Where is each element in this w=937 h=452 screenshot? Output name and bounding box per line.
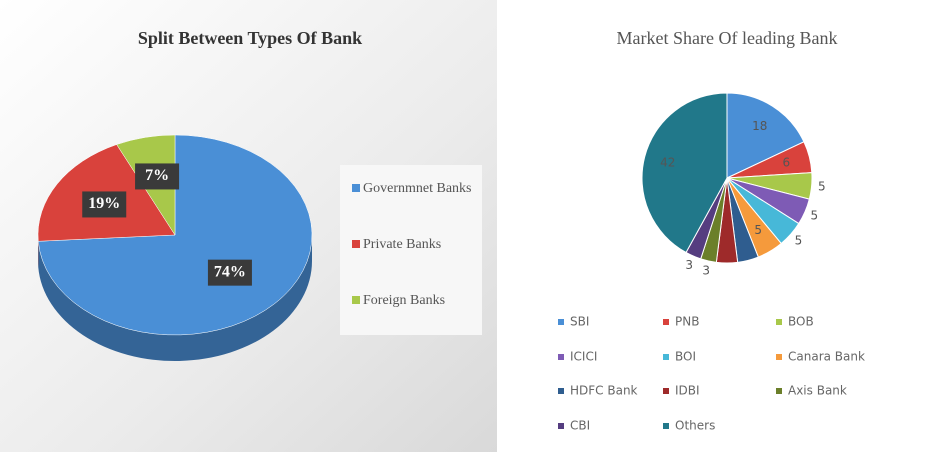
data-label: 5 bbox=[811, 208, 819, 222]
legend-label: SBI bbox=[570, 315, 589, 329]
legend-label: PNB bbox=[675, 315, 699, 329]
label-box bbox=[82, 191, 127, 218]
legend-swatch bbox=[776, 319, 782, 325]
legend-swatch bbox=[663, 388, 669, 394]
legend-item: Foreign Banks bbox=[363, 293, 446, 308]
legend-swatch bbox=[558, 354, 564, 360]
label-box bbox=[135, 163, 180, 190]
data-label: 6 bbox=[782, 155, 790, 169]
legend-swatch bbox=[663, 423, 669, 429]
legend-swatch bbox=[776, 388, 782, 394]
legend-item: Governmnet Banks bbox=[363, 181, 472, 196]
data-label: 42 bbox=[660, 155, 675, 169]
pie-side bbox=[38, 235, 313, 362]
legend-label: Foreign Banks bbox=[363, 293, 446, 308]
pie-slice bbox=[726, 92, 805, 179]
legend-swatch bbox=[558, 388, 564, 394]
pie-slice bbox=[641, 92, 728, 254]
legend-swatch bbox=[663, 354, 669, 360]
data-label: 5 bbox=[795, 233, 803, 247]
chart-title: Split Between Types Of Bank bbox=[138, 28, 362, 48]
legend-item: Private Banks bbox=[363, 237, 442, 252]
legend-swatch bbox=[352, 296, 360, 304]
data-label: 18 bbox=[752, 119, 767, 133]
data-label: 5 bbox=[818, 179, 826, 193]
data-label: 3 bbox=[702, 263, 710, 277]
legend-swatch bbox=[558, 319, 564, 325]
label-box bbox=[207, 259, 252, 286]
legend-label: Axis Bank bbox=[788, 384, 847, 398]
legend-swatch bbox=[352, 184, 360, 192]
legend-swatch bbox=[558, 423, 564, 429]
data-label: 74% bbox=[214, 263, 246, 280]
legend-label: BOI bbox=[675, 350, 696, 364]
data-label: 7% bbox=[145, 167, 169, 184]
legend-swatch bbox=[663, 319, 669, 325]
legend-box bbox=[340, 165, 482, 335]
legend-label: Others bbox=[675, 419, 715, 433]
legend-label: Governmnet Banks bbox=[363, 181, 472, 196]
chart-title: Market Share Of leading Bank bbox=[617, 28, 838, 48]
legend-label: HDFC Bank bbox=[570, 384, 638, 398]
legend-label: Private Banks bbox=[363, 237, 442, 252]
legend-label: ICICI bbox=[570, 350, 597, 364]
legend-label: Canara Bank bbox=[788, 350, 865, 364]
data-label: 19% bbox=[88, 195, 120, 212]
data-label: 3 bbox=[685, 258, 693, 272]
legend-label: IDBI bbox=[675, 384, 700, 398]
legend-swatch bbox=[352, 240, 360, 248]
legend-label: BOB bbox=[788, 315, 814, 329]
legend-swatch bbox=[776, 354, 782, 360]
legend-label: CBI bbox=[570, 419, 590, 433]
data-label: 5 bbox=[754, 223, 762, 237]
